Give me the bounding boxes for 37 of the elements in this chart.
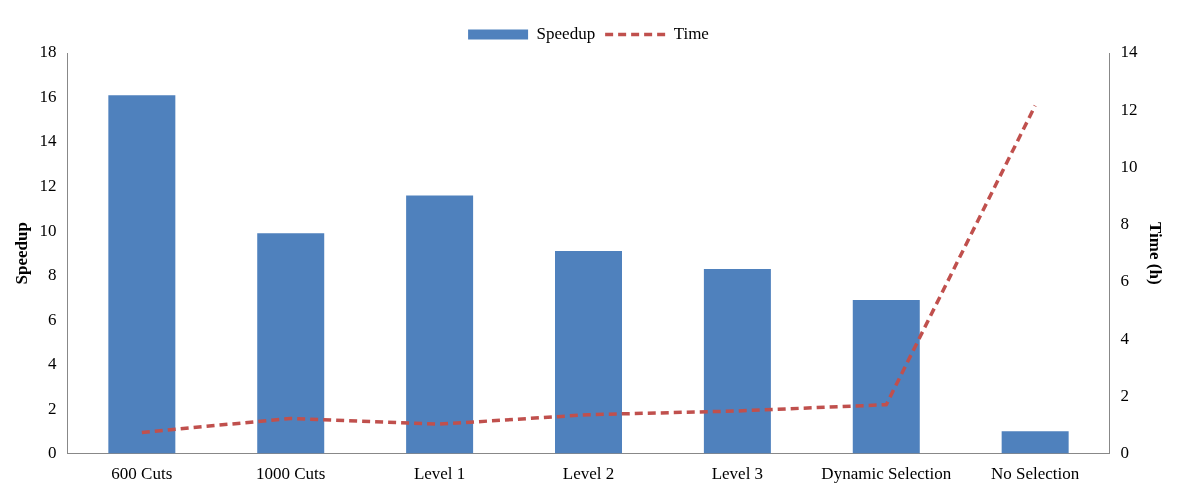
y-tick-label: 4 bbox=[47, 354, 57, 374]
x-tick-label: 1000 Cuts bbox=[256, 464, 326, 484]
y2-tick-label: 8 bbox=[1120, 214, 1130, 234]
y2-tick-label: 6 bbox=[1120, 271, 1130, 291]
x-tick-label: Level 2 bbox=[562, 464, 615, 484]
y-tick-label: 16 bbox=[39, 86, 57, 106]
bar bbox=[555, 251, 622, 454]
y-tick-label: 18 bbox=[39, 42, 57, 62]
y-tick-label: 14 bbox=[39, 131, 57, 151]
y2-tick-label: 4 bbox=[1120, 328, 1130, 348]
y-tick-label: 12 bbox=[39, 176, 57, 195]
y-tick-label: 10 bbox=[39, 220, 57, 240]
y2-tick-label: 12 bbox=[1120, 99, 1138, 119]
y-tick-label: 0 bbox=[47, 443, 57, 463]
y-tick-label: 2 bbox=[47, 398, 57, 418]
bar bbox=[852, 300, 920, 454]
x-tick-label: 600 Cuts bbox=[111, 464, 173, 484]
x-tick-label: Level 1 bbox=[413, 464, 466, 484]
bar bbox=[257, 233, 325, 454]
y-tick-label: 8 bbox=[47, 265, 57, 285]
line-series bbox=[140, 103, 1037, 435]
y2-tick-label: 0 bbox=[1120, 443, 1130, 463]
y2-tick-label: 10 bbox=[1120, 156, 1138, 176]
legend-label: Speedup bbox=[536, 23, 596, 43]
y2-tick-label: 14 bbox=[1120, 42, 1139, 62]
bar bbox=[703, 268, 771, 454]
bar bbox=[108, 95, 176, 454]
x-tick-label: Dynamic Selection bbox=[821, 464, 952, 484]
y-axis-title: Speedup bbox=[11, 222, 31, 285]
bar bbox=[1001, 431, 1069, 454]
bar bbox=[406, 195, 474, 454]
x-tick-label: Level 3 bbox=[711, 464, 764, 484]
y-tick-label: 6 bbox=[47, 309, 57, 329]
legend-label: Time bbox=[673, 23, 709, 43]
y2-tick-label: 2 bbox=[1120, 385, 1130, 405]
x-tick-label: No Selection bbox=[991, 464, 1080, 484]
y2-axis-title: Time (h) bbox=[1146, 222, 1166, 285]
